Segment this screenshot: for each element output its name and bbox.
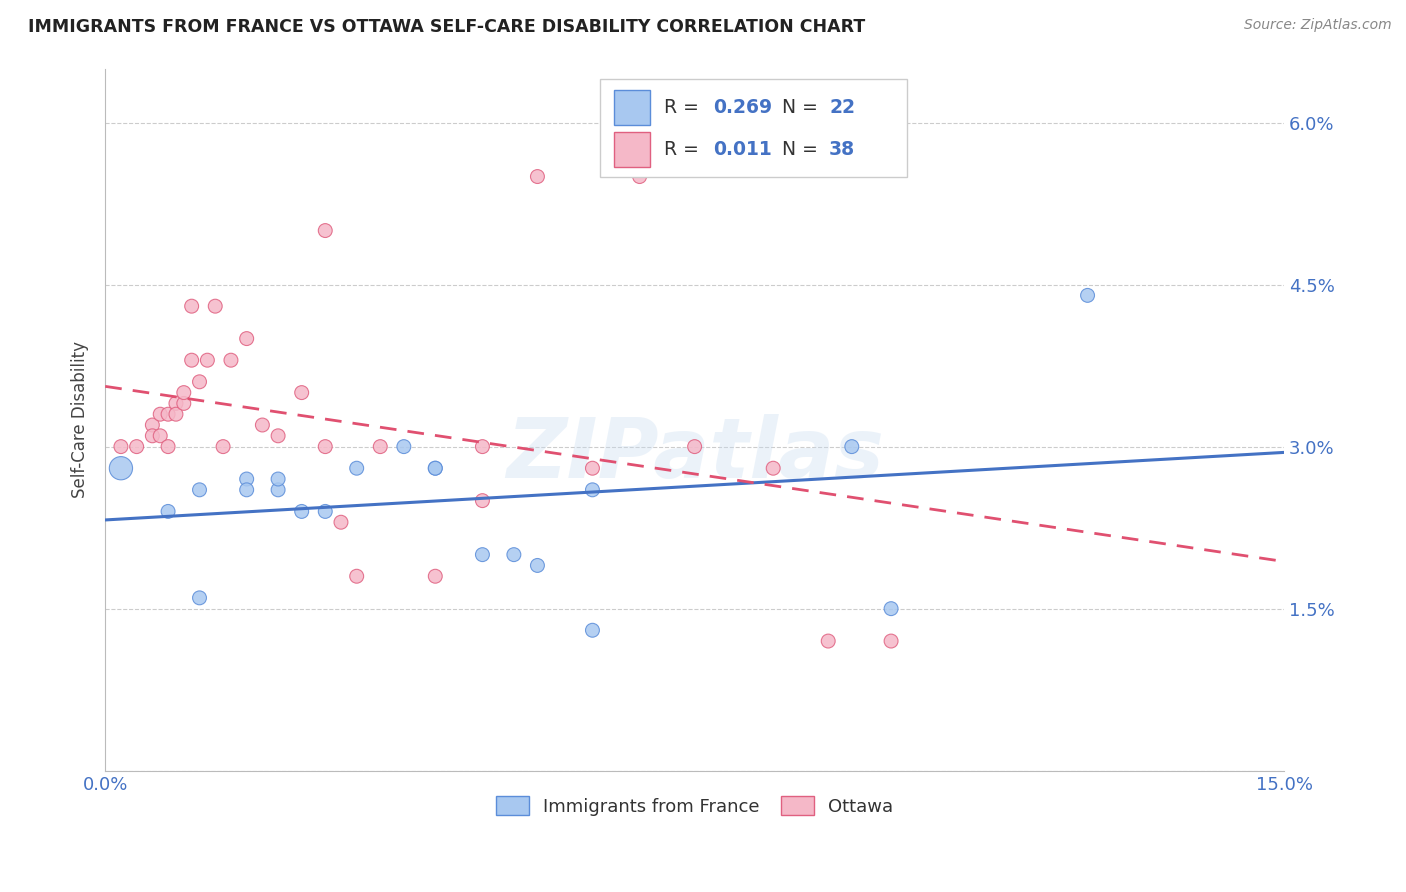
Point: [157, 440, 180, 454]
Point: [141, 417, 163, 432]
Point: [314, 440, 336, 454]
Point: [110, 440, 132, 454]
Point: [368, 440, 391, 454]
Text: IMMIGRANTS FROM FRANCE VS OTTAWA SELF-CARE DISABILITY CORRELATION CHART: IMMIGRANTS FROM FRANCE VS OTTAWA SELF-CA…: [28, 18, 865, 36]
Point: [267, 483, 290, 497]
Point: [291, 504, 314, 518]
Point: [425, 461, 447, 475]
Point: [314, 223, 336, 237]
Point: [110, 461, 132, 475]
Text: 0.269: 0.269: [713, 97, 773, 117]
Point: [165, 396, 187, 410]
Point: [267, 429, 290, 443]
Point: [471, 493, 494, 508]
Point: [581, 624, 603, 638]
Point: [291, 385, 314, 400]
Point: [471, 440, 494, 454]
Text: ZIPatlas: ZIPatlas: [506, 414, 883, 495]
Point: [471, 548, 494, 562]
Point: [314, 504, 336, 518]
Point: [425, 461, 447, 475]
Point: [683, 440, 706, 454]
Text: R =: R =: [664, 97, 704, 117]
Point: [125, 440, 148, 454]
Point: [330, 515, 353, 529]
Point: [392, 440, 415, 454]
Text: N =: N =: [782, 140, 824, 159]
Point: [252, 417, 274, 432]
Point: [195, 353, 218, 368]
Point: [188, 591, 211, 605]
Point: [180, 299, 202, 313]
Point: [157, 407, 180, 421]
Point: [1077, 288, 1099, 302]
FancyBboxPatch shape: [614, 89, 650, 125]
Point: [235, 332, 257, 346]
Point: [149, 407, 172, 421]
Point: [173, 396, 195, 410]
Point: [235, 483, 257, 497]
Point: [880, 601, 903, 615]
Text: R =: R =: [664, 140, 704, 159]
Point: [235, 472, 257, 486]
Point: [141, 429, 163, 443]
Y-axis label: Self-Care Disability: Self-Care Disability: [72, 341, 89, 498]
Point: [817, 634, 839, 648]
Point: [581, 461, 603, 475]
Text: 38: 38: [830, 140, 855, 159]
Point: [425, 569, 447, 583]
Point: [581, 483, 603, 497]
Point: [346, 569, 368, 583]
Text: Source: ZipAtlas.com: Source: ZipAtlas.com: [1244, 18, 1392, 32]
Point: [762, 461, 785, 475]
Point: [841, 440, 863, 454]
Legend: Immigrants from France, Ottawa: Immigrants from France, Ottawa: [486, 788, 903, 825]
Point: [219, 353, 242, 368]
Point: [212, 440, 235, 454]
Point: [188, 375, 211, 389]
Point: [526, 169, 548, 184]
Point: [204, 299, 226, 313]
FancyBboxPatch shape: [600, 79, 907, 178]
Point: [628, 169, 651, 184]
Point: [173, 385, 195, 400]
Point: [188, 483, 211, 497]
Point: [526, 558, 548, 573]
FancyBboxPatch shape: [614, 132, 650, 167]
Point: [502, 548, 524, 562]
Point: [180, 353, 202, 368]
Point: [165, 407, 187, 421]
Point: [157, 504, 180, 518]
Point: [346, 461, 368, 475]
Point: [267, 472, 290, 486]
Text: 22: 22: [830, 97, 855, 117]
Text: N =: N =: [782, 97, 824, 117]
Text: 0.011: 0.011: [713, 140, 772, 159]
Point: [880, 634, 903, 648]
Point: [149, 429, 172, 443]
